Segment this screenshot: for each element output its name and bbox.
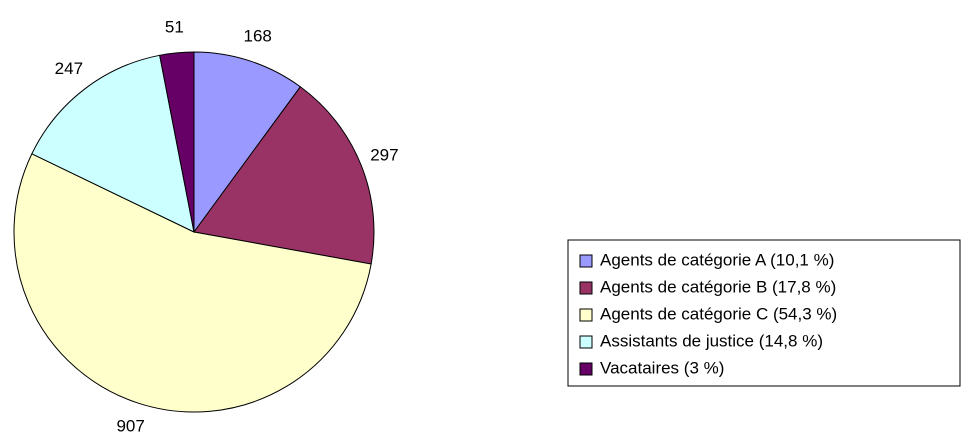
legend-swatch (579, 335, 593, 349)
pie-slice (159, 51, 195, 233)
pie-slice (31, 54, 195, 233)
legend-label: Agents de catégorie C (54,3 %) (600, 304, 837, 323)
data-label: 297 (370, 145, 398, 164)
legend-swatch (579, 281, 593, 295)
legend-label: Vacataires (3 %) (600, 358, 724, 377)
legend-swatch (579, 308, 593, 322)
pie-slice (193, 51, 302, 234)
data-label: 168 (244, 27, 272, 46)
pie-slice (13, 153, 372, 413)
legend-label: Assistants de justice (14,8 %) (600, 331, 823, 350)
legend-label: Agents de catégorie B (17,8 %) (600, 277, 836, 296)
data-label: 247 (55, 59, 83, 78)
pie-slice (193, 86, 375, 265)
legend-label: Agents de catégorie A (10,1 %) (600, 250, 834, 269)
legend-box (567, 239, 961, 387)
legend-swatch (579, 362, 593, 376)
legend-swatch (579, 254, 593, 268)
data-label: 51 (165, 17, 184, 36)
data-label: 907 (116, 416, 144, 434)
